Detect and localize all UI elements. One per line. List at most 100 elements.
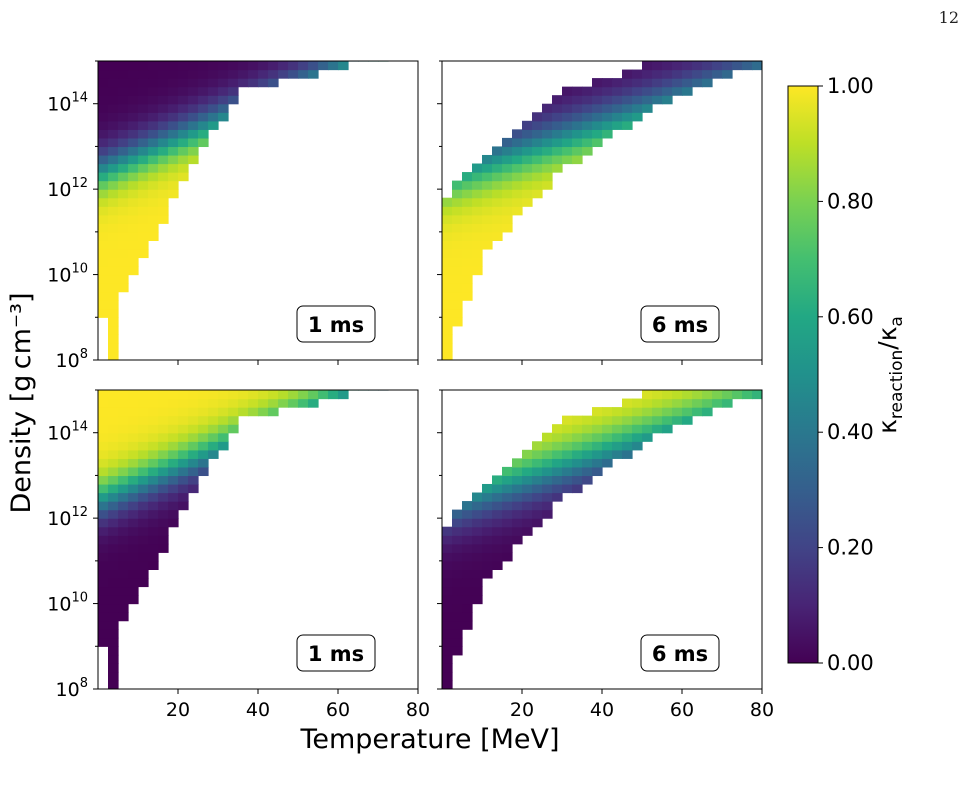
heatmap-cell — [258, 390, 269, 400]
heatmap-cell — [712, 69, 723, 79]
heatmap-cell — [472, 535, 483, 545]
heatmap-cell — [592, 78, 603, 88]
heatmap-cell — [592, 432, 603, 442]
heatmap-cell — [682, 61, 693, 62]
heatmap-cell — [188, 398, 199, 408]
heatmap-cell — [118, 569, 129, 579]
heatmap-cell — [732, 61, 743, 71]
heatmap-cell — [108, 398, 119, 408]
heatmap-cell — [462, 501, 473, 511]
heatmap-cell — [208, 398, 219, 408]
heatmap-cell — [118, 61, 129, 71]
heatmap-cell — [602, 103, 613, 113]
heatmap-cell — [138, 390, 149, 400]
heatmap-cell — [198, 390, 209, 391]
heatmap-cell — [502, 518, 513, 528]
heatmap-cell — [268, 61, 279, 62]
heatmap-cell — [572, 154, 583, 165]
heatmap-cell — [452, 526, 463, 536]
heatmap-cell — [178, 86, 189, 96]
heatmap-cell — [692, 407, 703, 417]
heatmap-cell — [682, 86, 693, 96]
heatmap-cell — [228, 390, 239, 391]
heatmap-cell — [572, 95, 583, 105]
heatmap-cell — [492, 518, 503, 528]
heatmap-cell — [158, 501, 169, 511]
heatmap-cell — [582, 129, 593, 139]
heatmap-cell — [178, 69, 189, 79]
heatmap-cell — [502, 501, 513, 511]
heatmap-cell — [98, 69, 109, 79]
heatmap-cell — [602, 449, 613, 459]
heatmap-cell — [158, 466, 169, 477]
heatmap-cell — [562, 466, 573, 477]
heatmap-cell — [118, 612, 129, 622]
heatmap-cell — [452, 612, 463, 622]
heatmap-cell — [158, 424, 169, 434]
heatmap-cell — [462, 526, 473, 536]
heatmap-cell — [492, 501, 503, 511]
heatmap-cell — [462, 586, 473, 596]
heatmap-cell — [98, 283, 109, 293]
heatmap-cell — [138, 424, 149, 434]
heatmap-cell — [442, 595, 453, 605]
heatmap-cell — [118, 206, 129, 216]
heatmap-cell — [208, 61, 219, 62]
heatmap-cell — [128, 137, 139, 148]
heatmap-cell — [492, 231, 503, 241]
x-tick-label: 80 — [406, 699, 430, 721]
heatmap-cell — [108, 518, 119, 528]
heatmap-cell — [522, 483, 533, 494]
heatmap-cell — [532, 509, 543, 519]
heatmap-cell — [502, 509, 513, 519]
heatmap-cell — [542, 466, 553, 477]
heatmap-cell — [702, 78, 713, 88]
heatmap-cell — [98, 266, 109, 276]
heatmap-cell — [108, 526, 119, 536]
heatmap-cell — [532, 483, 543, 494]
heatmap-cell — [148, 501, 159, 511]
heatmap-cell — [108, 449, 119, 459]
heatmap-cell — [208, 449, 219, 459]
heatmap-cell — [138, 248, 149, 259]
heatmap-cell — [462, 231, 473, 241]
heatmap-cell — [592, 137, 603, 148]
heatmap-cell — [98, 518, 109, 528]
heatmap-cell — [188, 103, 199, 113]
heatmap-cell — [98, 180, 109, 190]
heatmap-cell — [108, 501, 119, 511]
heatmap-cell — [188, 407, 199, 417]
heatmap-cell — [208, 390, 219, 400]
heatmap-cell — [168, 180, 179, 190]
heatmap-cell — [178, 61, 189, 62]
heatmap-cell — [452, 560, 463, 570]
heatmap-cell — [208, 407, 219, 417]
heatmap-cell — [592, 441, 603, 451]
heatmap-cell — [442, 663, 453, 673]
heatmap-cell — [338, 390, 349, 391]
heatmap-cell — [482, 552, 493, 562]
heatmap-cell — [108, 646, 119, 656]
heatmap-cell — [442, 526, 453, 536]
heatmap-cell — [722, 398, 733, 408]
heatmap-cell — [128, 189, 139, 199]
heatmap-cell — [138, 112, 149, 122]
heatmap-cell — [118, 483, 129, 494]
heatmap-cell — [462, 543, 473, 553]
heatmap-cell — [482, 154, 493, 165]
heatmap-cell — [662, 86, 673, 96]
heatmap-cell — [288, 398, 299, 408]
heatmap-cell — [148, 86, 159, 96]
heatmap-cell — [128, 595, 139, 605]
heatmap-cells — [442, 390, 762, 689]
heatmap-cell — [128, 231, 139, 241]
heatmap-cell — [168, 407, 179, 417]
time-annotation: 1 ms — [308, 642, 364, 666]
heatmap-cell — [482, 240, 493, 250]
heatmap-cell — [532, 189, 543, 199]
heatmap-cell — [108, 680, 119, 689]
heatmap-cell — [702, 390, 713, 400]
heatmap-cell — [482, 569, 493, 579]
heatmap-cell — [138, 543, 149, 553]
time-annotation: 6 ms — [652, 642, 708, 666]
